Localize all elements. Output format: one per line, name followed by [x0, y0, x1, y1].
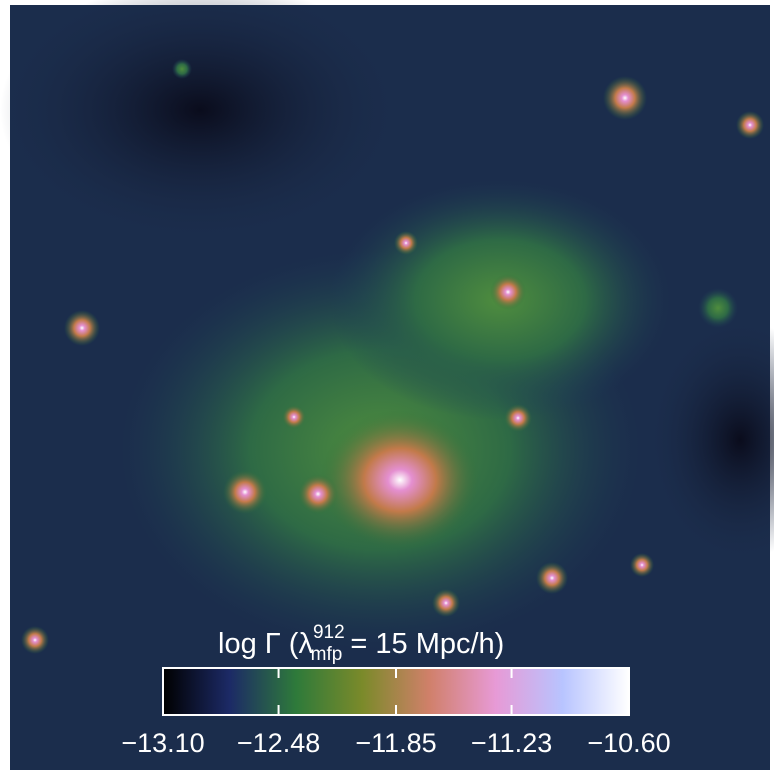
colorbar-tick-label: −12.48: [237, 728, 320, 758]
colorbar-tick-label: −10.60: [587, 728, 670, 758]
chart: log Γ (λ912mfp = 15 Mpc/h) −13.10 −12.48 −…: [0, 0, 774, 774]
title-sub: mfp: [311, 644, 343, 665]
colorbar-tick-label: −11.23: [471, 728, 552, 758]
title-rest: = 15 Mpc/h): [342, 628, 504, 660]
colorbar-tick-label: −13.10: [121, 728, 204, 758]
colorbar-tick-label: −11.85: [355, 728, 436, 758]
title-sup: 912: [313, 622, 345, 643]
title-main: log Γ (λ: [218, 628, 313, 660]
page: {"chart_data": {"type": "colormap-image"…: [0, 0, 774, 774]
